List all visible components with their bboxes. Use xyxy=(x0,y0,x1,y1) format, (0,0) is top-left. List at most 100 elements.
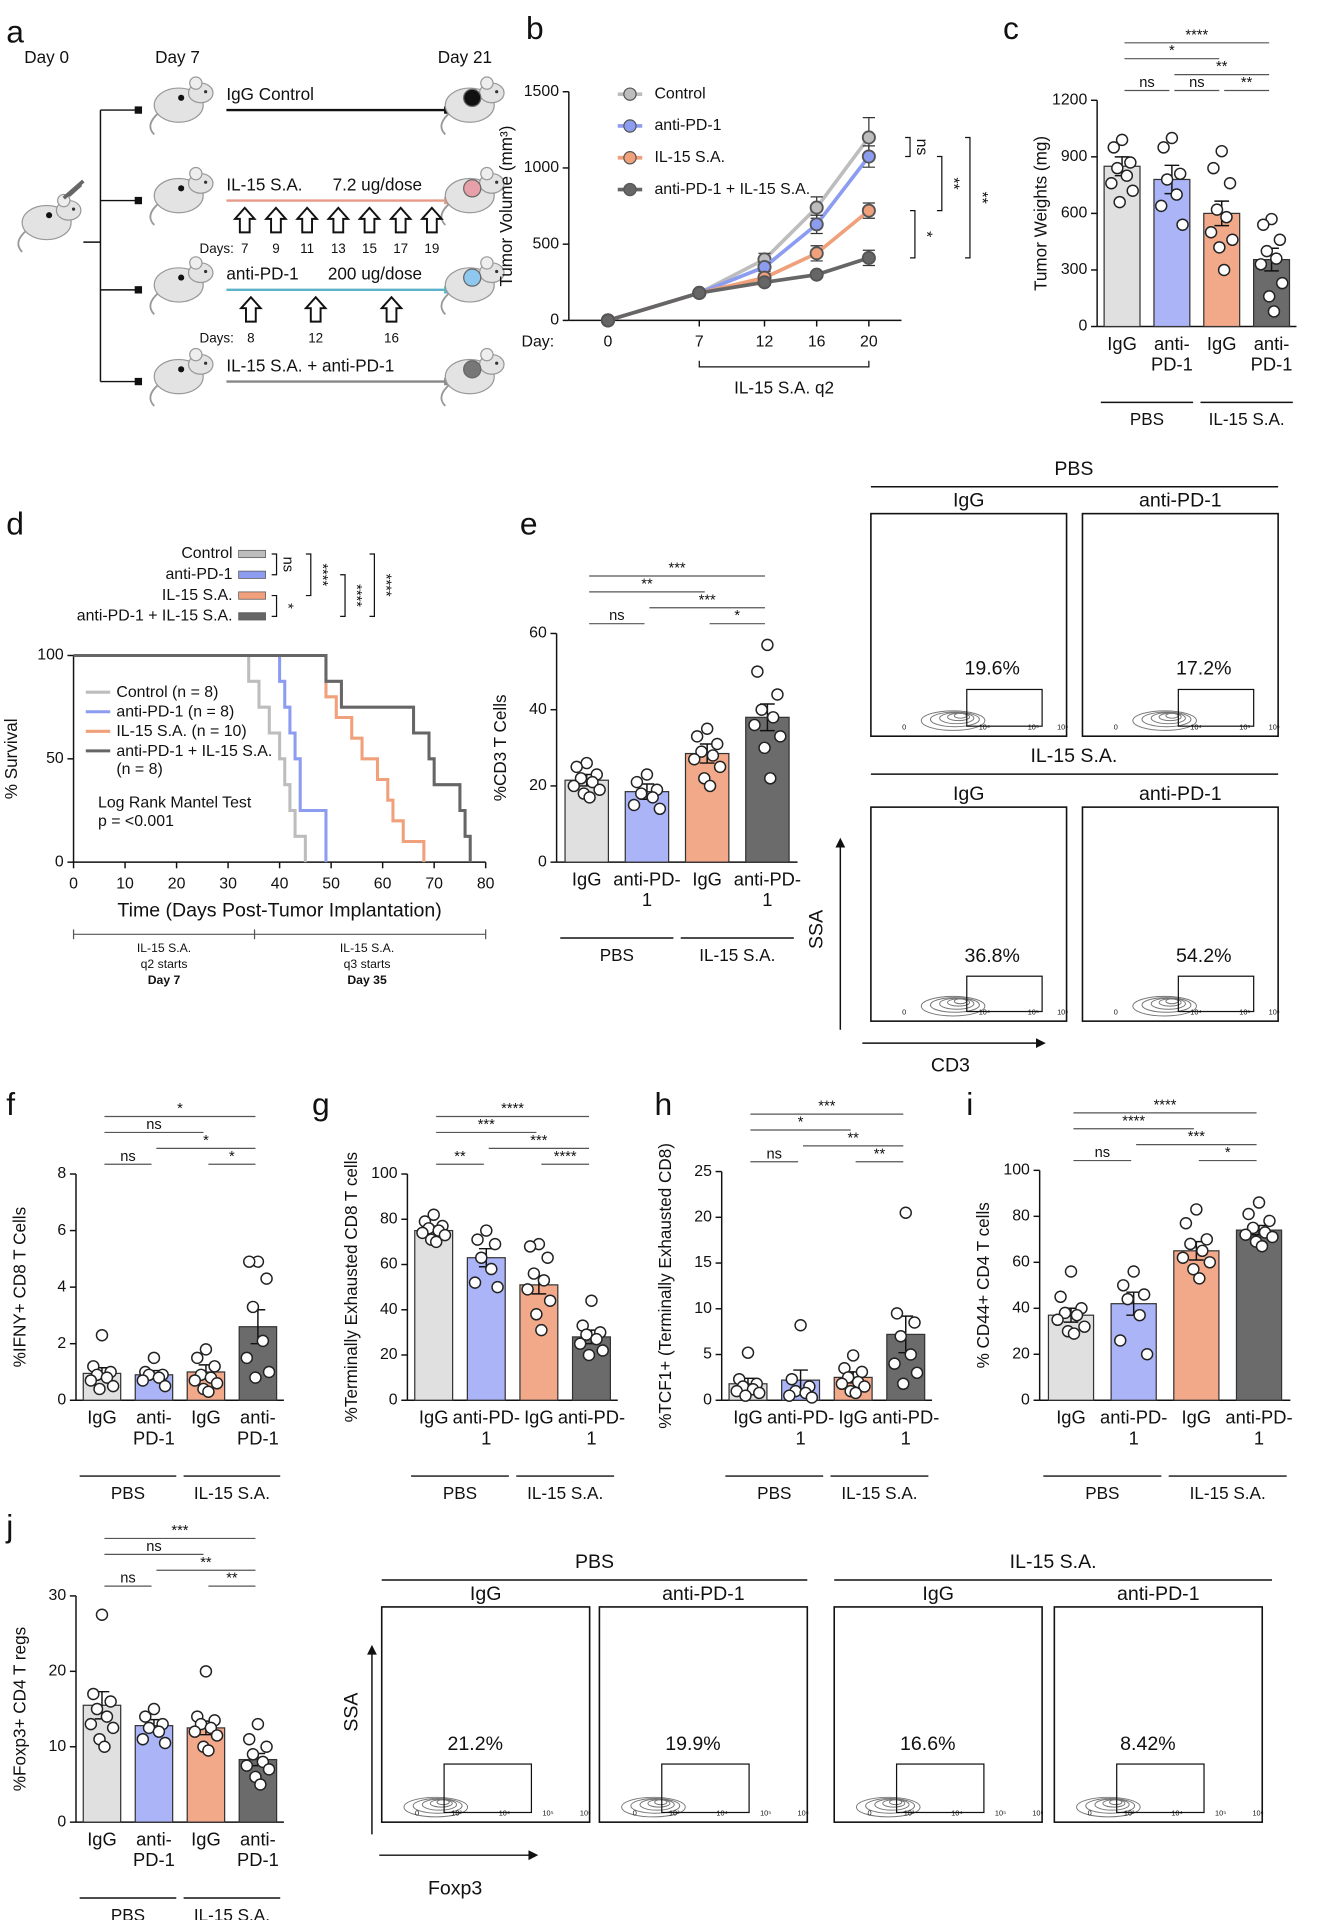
data-point xyxy=(764,772,777,785)
data-point xyxy=(1133,1308,1146,1322)
data-point xyxy=(785,1372,799,1386)
sig-label: ns xyxy=(280,557,296,572)
dose-arrow xyxy=(232,206,257,234)
x-tick-label: 70 xyxy=(425,875,443,892)
data-point xyxy=(1064,1265,1078,1278)
data-point xyxy=(1173,167,1187,181)
sig-bracket xyxy=(271,594,278,617)
data-point xyxy=(1176,1251,1190,1264)
y-tick-label: 50 xyxy=(46,750,64,767)
data-point xyxy=(794,1319,807,1332)
x-tick-label: IgG xyxy=(191,1829,221,1851)
data-point xyxy=(93,1382,106,1396)
data-point xyxy=(468,1276,482,1289)
flow-tick-label: 10⁴ xyxy=(1190,1008,1201,1017)
data-point xyxy=(809,267,824,282)
flow-tick-label: 10⁵ xyxy=(542,1809,553,1818)
sig-label: * xyxy=(918,231,935,237)
data-point xyxy=(429,1235,443,1249)
x-tick-label-box: IgG xyxy=(733,1408,763,1429)
data-point xyxy=(600,313,615,328)
tumor xyxy=(463,360,482,379)
data-point xyxy=(84,1374,98,1387)
mouse-eye xyxy=(204,361,208,365)
data-point xyxy=(535,1323,548,1337)
x-tick-label: IgG xyxy=(571,869,602,891)
flow-plot-frame xyxy=(598,1606,809,1823)
data-point xyxy=(809,246,824,261)
panel-letter: h xyxy=(654,1086,672,1122)
contour xyxy=(412,1798,463,1814)
flow-x-label: CD3 xyxy=(931,1055,970,1077)
x-tick-label-box: anti-PD-1 xyxy=(237,1830,279,1872)
mouse-tail xyxy=(440,383,451,407)
y-axis-label: % CD44+ CD4 T cells xyxy=(974,1202,993,1368)
data-point xyxy=(249,1371,262,1384)
data-point xyxy=(835,1377,849,1391)
contour xyxy=(855,1796,921,1818)
x-tick-label: anti-PD-1 xyxy=(452,1407,520,1450)
flow-tick-label: 10⁴ xyxy=(716,1809,727,1818)
data-point xyxy=(523,1240,537,1253)
branch-end xyxy=(134,286,143,294)
flow-x-label: Foxp3 xyxy=(428,1878,482,1900)
y-tick-label: 60 xyxy=(380,1256,398,1273)
tumor xyxy=(463,268,482,287)
data-point xyxy=(849,1386,862,1400)
comparison-swatch xyxy=(238,549,266,559)
sig-bracket xyxy=(965,136,971,259)
dose-arrow xyxy=(238,295,263,323)
data-point xyxy=(700,722,714,736)
data-point xyxy=(1165,131,1179,145)
data-point xyxy=(809,200,824,215)
sig-label: ** xyxy=(847,1130,859,1146)
group-label: PBS xyxy=(111,1906,145,1920)
gate-percentage: 16.6% xyxy=(900,1733,955,1755)
data-point xyxy=(653,802,667,816)
flow-plot-title: anti-PD-1 xyxy=(1117,1583,1200,1605)
mouse-ear xyxy=(480,76,494,90)
data-point xyxy=(805,1391,819,1404)
data-point xyxy=(809,217,824,232)
data-point xyxy=(84,1717,98,1731)
y-tick-label: 20 xyxy=(380,1346,398,1363)
group-label: PBS xyxy=(443,1484,477,1503)
y-tick-label: 25 xyxy=(694,1163,712,1180)
data-point xyxy=(751,665,764,678)
data-point xyxy=(1054,1290,1067,1304)
data-point xyxy=(1265,212,1278,226)
arm-name: IgG Control xyxy=(226,85,313,104)
data-point xyxy=(199,1665,213,1678)
flow-y-label: SSA xyxy=(341,1693,363,1732)
tumor-dot xyxy=(178,366,185,373)
flow-tick-label: 10⁶ xyxy=(1032,1809,1043,1818)
data-point xyxy=(1273,233,1287,247)
y-axis-label: %CD3 T Cells xyxy=(491,694,510,801)
data-point xyxy=(1220,210,1233,224)
y-tick-label: 0 xyxy=(538,853,547,870)
group-label: IL-15 S.A. xyxy=(1209,410,1285,429)
x-tick-label: anti-PD-1 xyxy=(133,1829,175,1872)
data-point xyxy=(210,1729,224,1742)
legend-label-box: Control (n = 8) xyxy=(116,682,218,700)
y-tick-label: 0 xyxy=(1079,318,1088,335)
gate-percentage: 19.9% xyxy=(665,1733,720,1755)
contour xyxy=(1132,995,1197,1017)
data-point xyxy=(243,1255,256,1268)
data-point xyxy=(1154,199,1168,213)
series-line xyxy=(607,256,870,323)
data-point xyxy=(527,1267,541,1280)
flow-group-label: PBS xyxy=(1054,458,1093,480)
flow-plot-frame xyxy=(1081,806,1279,1022)
x-tick-label: IgG xyxy=(524,1407,554,1429)
x-tick-label-box: IgG xyxy=(191,1829,221,1851)
y-tick-label: 60 xyxy=(529,625,547,642)
data-point xyxy=(766,711,780,724)
mouse-eye xyxy=(71,207,76,211)
x-tick-label-box: IgG xyxy=(419,1408,449,1429)
day-label: Day 0 xyxy=(24,48,69,67)
data-point xyxy=(480,1224,493,1237)
flow-plot-title: anti-PD-1 xyxy=(662,1583,745,1605)
group-label: IL-15 S.A. xyxy=(841,1484,917,1503)
x-tick-label-box: IgG xyxy=(838,1408,868,1429)
